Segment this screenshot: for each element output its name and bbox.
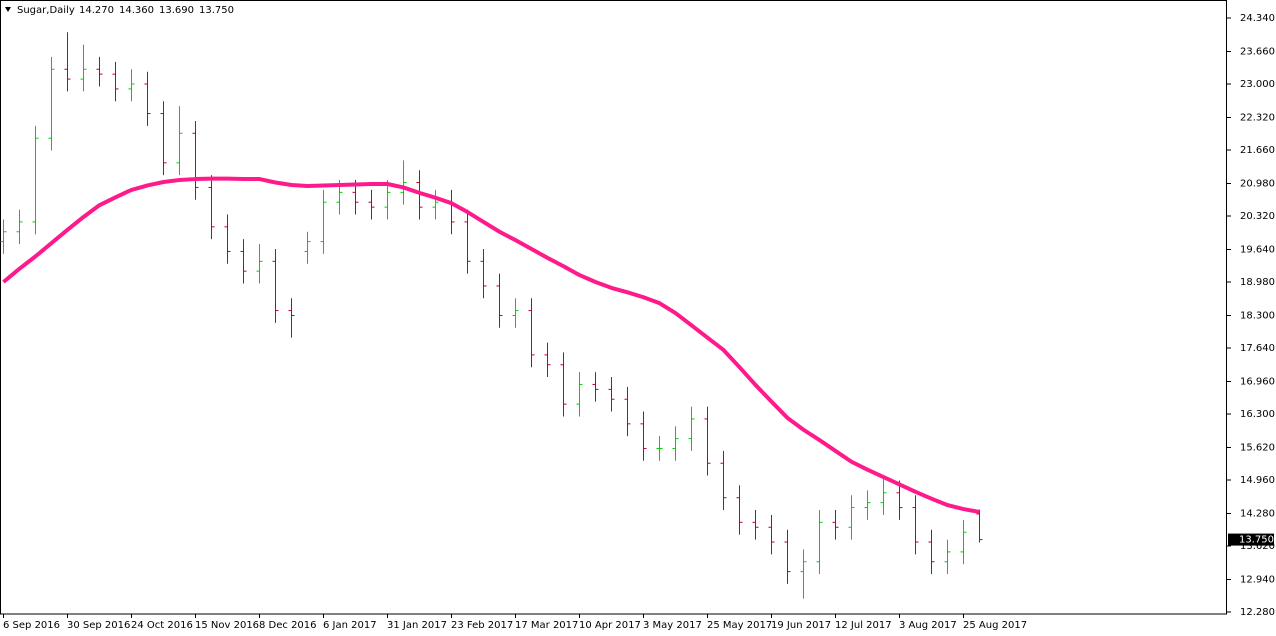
y-tick-label: 15.620 [1240,442,1275,453]
y-tick-label: 20.980 [1240,178,1275,189]
y-tick-label: 14.960 [1240,475,1275,486]
y-tick-label: 20.320 [1240,211,1275,222]
y-tick-label: 18.300 [1240,310,1275,321]
last-price-box [1228,533,1274,546]
y-tick-label: 23.000 [1240,79,1275,90]
y-tick-label: 23.660 [1240,46,1275,57]
x-tick-label: 3 May 2017 [643,620,702,631]
x-tick-label: 8 Dec 2016 [259,620,317,631]
x-tick-label: 3 Aug 2017 [899,620,957,631]
y-tick-label: 22.320 [1240,112,1275,123]
header-value: 14.360 [119,5,154,16]
header-value: 13.690 [159,5,194,16]
x-tick-label: 30 Sep 2016 [67,620,130,631]
y-tick-label: 16.960 [1240,376,1275,387]
x-tick-label: 31 Jan 2017 [387,620,447,631]
plot-frame [0,0,1227,615]
x-tick-label: 24 Oct 2016 [131,620,193,631]
x-tick-label: 10 Apr 2017 [579,620,641,631]
header-value: 14.270 [79,5,114,16]
menu-arrow[interactable] [5,7,11,12]
header-value: 13.750 [199,5,234,16]
y-tick-label: 14.280 [1240,508,1275,519]
x-tick-label: 19 Jun 2017 [771,620,831,631]
x-tick-label: 17 Mar 2017 [515,620,578,631]
x-tick-label: 12 Jul 2017 [835,620,892,631]
moving-average [2,176,980,514]
x-tick-label: 6 Sep 2016 [3,620,60,631]
y-tick-label: 13.620 [1240,541,1275,552]
y-tick-label: 16.300 [1240,409,1275,420]
y-tick-label: 21.660 [1240,145,1275,156]
x-tick-label: 23 Feb 2017 [451,620,513,631]
x-tick-label: 15 Nov 2016 [195,620,259,631]
x-tick-label: 25 Aug 2017 [963,620,1027,631]
chart-title: Sugar,Daily [17,5,75,16]
x-tick-label: 6 Jan 2017 [323,620,377,631]
y-tick-label: 12.940 [1240,574,1275,585]
x-tick-label: 25 May 2017 [707,620,772,631]
y-tick-label: 24.340 [1240,13,1275,24]
y-tick-label: 12.280 [1240,607,1275,618]
y-tick-label: 19.640 [1240,244,1275,255]
y-tick-label: 18.980 [1240,277,1275,288]
last-price-label: 13.750 [1239,535,1274,546]
y-tick-label: 17.640 [1240,343,1275,354]
